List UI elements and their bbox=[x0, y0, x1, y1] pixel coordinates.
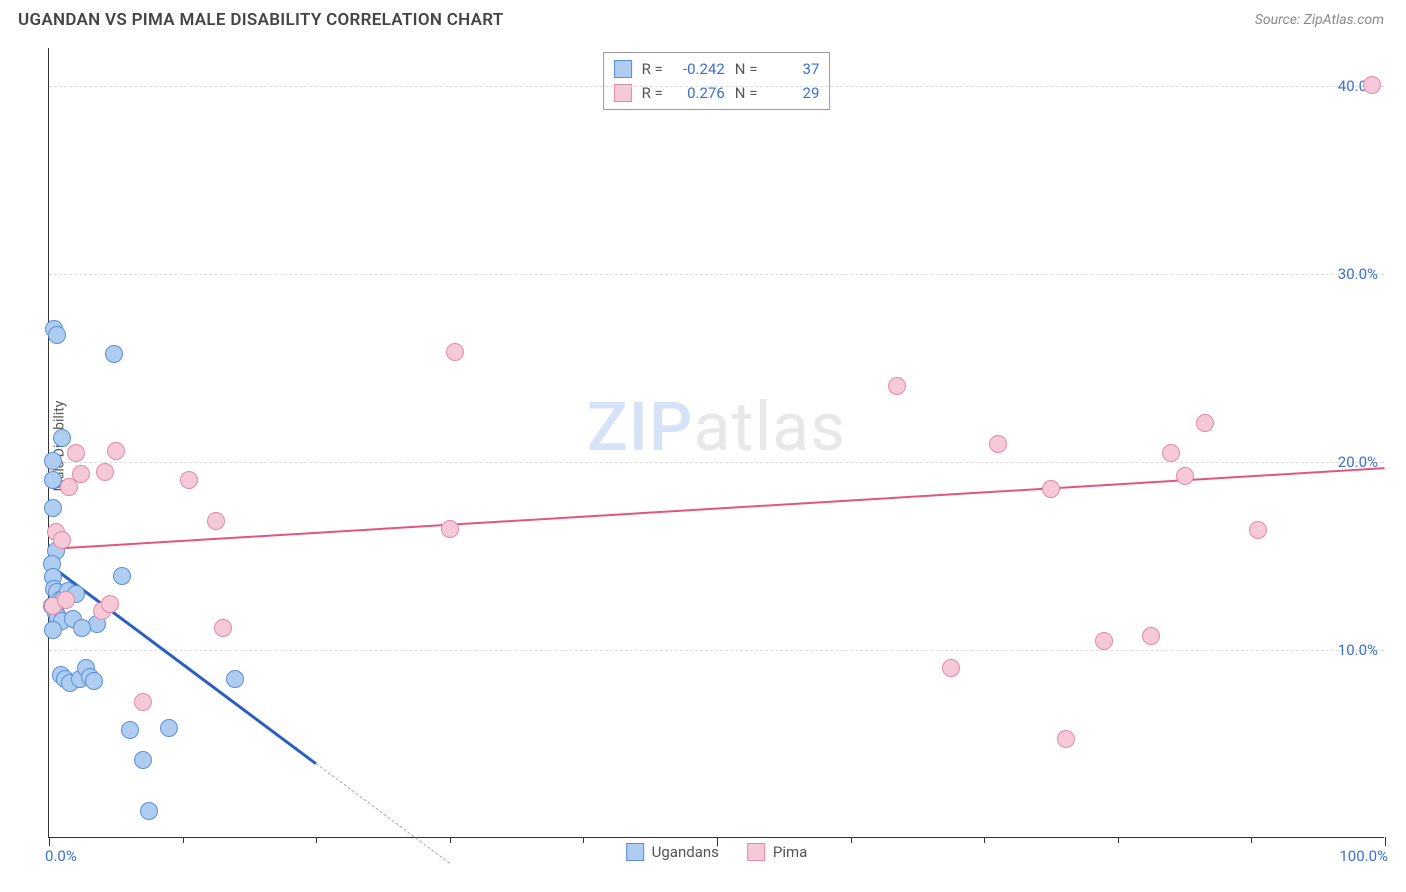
swatch-pima bbox=[614, 84, 632, 102]
data-point bbox=[441, 520, 459, 538]
stat-r-label: R = bbox=[642, 81, 663, 105]
data-point bbox=[160, 719, 178, 737]
stat-n-value: 29 bbox=[767, 81, 819, 105]
x-tick-major bbox=[49, 837, 50, 846]
data-point bbox=[446, 343, 464, 361]
data-point bbox=[48, 326, 66, 344]
y-tick-label: 10.0% bbox=[1338, 641, 1378, 659]
stat-r-value: -0.242 bbox=[673, 57, 725, 81]
x-tick-major bbox=[717, 837, 718, 846]
data-point bbox=[72, 465, 90, 483]
stats-row: R = -0.242 N = 37 bbox=[614, 57, 820, 81]
data-point bbox=[1196, 414, 1214, 432]
data-point bbox=[96, 463, 114, 481]
watermark: ZIPatlas bbox=[587, 387, 847, 467]
gridline bbox=[49, 650, 1384, 651]
legend-item: Ugandans bbox=[626, 843, 719, 861]
chart-source: Source: ZipAtlas.com bbox=[1255, 12, 1384, 28]
gridline bbox=[49, 462, 1384, 463]
swatch-ugandans bbox=[626, 843, 644, 861]
data-point bbox=[1057, 730, 1075, 748]
trend-line bbox=[316, 763, 450, 863]
data-point bbox=[44, 452, 62, 470]
data-point bbox=[989, 435, 1007, 453]
swatch-ugandans bbox=[614, 60, 632, 78]
gridline bbox=[49, 86, 1384, 87]
swatch-pima bbox=[747, 843, 765, 861]
data-point bbox=[113, 567, 131, 585]
data-point bbox=[85, 672, 103, 690]
x-min-label: 0.0% bbox=[45, 847, 77, 865]
data-point bbox=[214, 619, 232, 637]
data-point bbox=[44, 621, 62, 639]
stat-r-label: R = bbox=[642, 57, 663, 81]
x-tick-minor bbox=[1118, 837, 1119, 843]
data-point bbox=[107, 442, 125, 460]
data-point bbox=[101, 595, 119, 613]
data-point bbox=[73, 619, 91, 637]
watermark-strong: ZIP bbox=[587, 387, 694, 467]
data-point bbox=[53, 531, 71, 549]
stats-legend: R = -0.242 N = 37 R = 0.276 N = 29 bbox=[603, 52, 831, 110]
data-point bbox=[105, 345, 123, 363]
data-point bbox=[180, 471, 198, 489]
gridline bbox=[49, 274, 1384, 275]
data-point bbox=[207, 512, 225, 530]
stat-r-value: 0.276 bbox=[673, 81, 725, 105]
data-point bbox=[1363, 76, 1381, 94]
legend-label: Pima bbox=[773, 843, 807, 861]
data-point bbox=[942, 659, 960, 677]
data-point bbox=[1162, 444, 1180, 462]
chart-title: UGANDAN VS PIMA MALE DISABILITY CORRELAT… bbox=[18, 10, 504, 30]
x-max-label: 100.0% bbox=[1339, 847, 1388, 865]
data-point bbox=[44, 499, 62, 517]
data-point bbox=[140, 802, 158, 820]
legend-item: Pima bbox=[747, 843, 807, 861]
stats-row: R = 0.276 N = 29 bbox=[614, 81, 820, 105]
stat-n-label: N = bbox=[735, 81, 758, 105]
x-tick-minor bbox=[583, 837, 584, 843]
chart-header: UGANDAN VS PIMA MALE DISABILITY CORRELAT… bbox=[0, 0, 1406, 36]
x-tick-minor bbox=[851, 837, 852, 843]
data-point bbox=[134, 751, 152, 769]
data-point bbox=[1176, 467, 1194, 485]
y-tick-label: 30.0% bbox=[1338, 265, 1378, 283]
x-tick-minor bbox=[984, 837, 985, 843]
data-point bbox=[226, 670, 244, 688]
data-point bbox=[57, 591, 75, 609]
x-tick-minor bbox=[1251, 837, 1252, 843]
x-tick-minor bbox=[316, 837, 317, 843]
data-point bbox=[1095, 632, 1113, 650]
data-point bbox=[53, 429, 71, 447]
data-point bbox=[67, 444, 85, 462]
stat-n-value: 37 bbox=[767, 57, 819, 81]
watermark-light: atlas bbox=[693, 387, 846, 467]
data-point bbox=[888, 377, 906, 395]
x-tick-minor bbox=[183, 837, 184, 843]
data-point bbox=[1249, 521, 1267, 539]
x-tick-major bbox=[1385, 837, 1386, 846]
data-point bbox=[1042, 480, 1060, 498]
data-point bbox=[121, 721, 139, 739]
data-point bbox=[134, 693, 152, 711]
scatter-chart: ZIPatlas R = -0.242 N = 37 R = 0.276 N =… bbox=[48, 48, 1384, 838]
data-point bbox=[1142, 627, 1160, 645]
legend-label: Ugandans bbox=[652, 843, 719, 861]
x-tick-minor bbox=[450, 837, 451, 843]
stat-n-label: N = bbox=[735, 57, 758, 81]
